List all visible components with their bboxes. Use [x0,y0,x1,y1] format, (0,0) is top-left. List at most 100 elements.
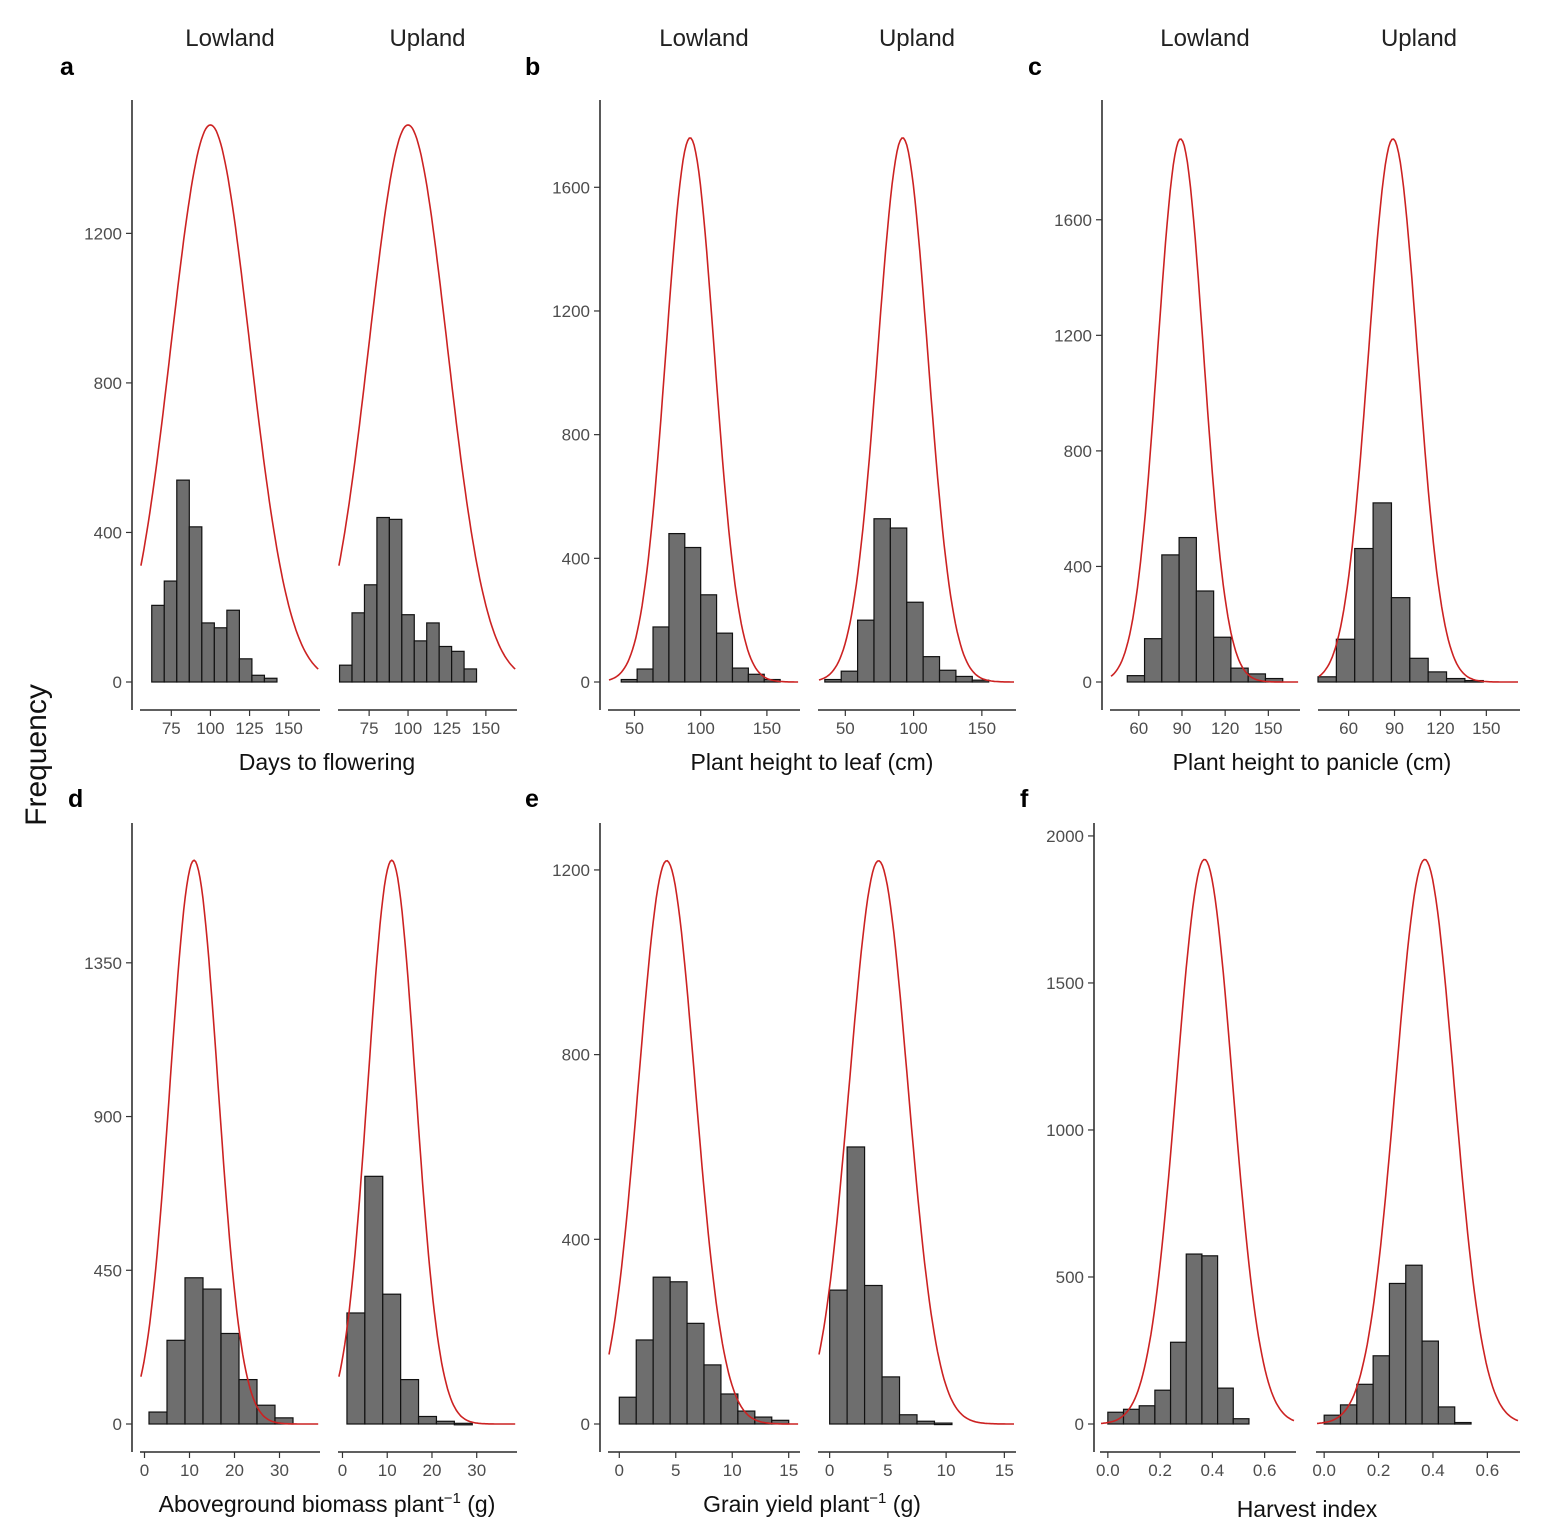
histogram-bar [1216,1387,1234,1425]
normal-fit-curve [608,859,799,1425]
facet-strip-label: Upland [389,25,465,52]
histogram-bar [213,627,228,683]
histogram-bar [731,667,749,683]
x-tick-label: 5 [883,1461,892,1480]
x-tick-label: 0 [338,1461,347,1480]
histogram-bar [363,584,378,683]
histogram-bar [184,1277,204,1425]
histogram-bar [1339,1404,1358,1425]
panel-letter: b [525,53,540,81]
histogram-bar [1437,1406,1456,1425]
histogram-bar [176,479,190,683]
x-tick-label: 20 [423,1461,442,1480]
y-tick-label: 0 [581,673,590,692]
histogram-bar [703,1364,722,1425]
histogram-bar [351,612,366,683]
histogram-bar [840,670,859,683]
panel-letter: a [60,53,75,81]
facet-lowland: Lowland 75 100 125 150 [140,25,320,738]
histogram-bar [652,626,670,683]
histogram-bar [151,604,165,683]
histogram-bar [1178,536,1197,683]
histogram-bar [376,516,390,683]
x-tick-label: 150 [1254,719,1282,738]
histogram-bar [668,532,686,683]
histogram-bar [201,622,215,683]
histogram-bar [747,673,765,683]
y-tick-label: 400 [94,523,122,542]
x-tick-label: 150 [472,719,500,738]
histogram-bar [938,669,957,683]
histogram-bar [1405,1264,1423,1425]
x-tick-label: 0.6 [1476,1461,1500,1480]
y-tick-label: 1200 [84,224,122,243]
y-tick-label: 1200 [552,302,590,321]
y-tick-label: 0 [113,673,122,692]
x-axis-title: Harvest index [1237,1496,1378,1522]
histogram-bar [1445,677,1466,683]
facet-lowland: 0.0 0.2 0.4 0.6 [1096,858,1296,1480]
histogram-bar [1126,675,1146,683]
histogram-bar [829,1289,848,1425]
histogram-bar [413,640,428,683]
x-axis-title: Grain yield plant−1 (g) [703,1490,921,1517]
histogram-bar [916,1420,936,1425]
histogram-bar [618,1396,637,1425]
x-tick-label: 0 [825,1461,834,1480]
normal-fit-curve [608,137,799,683]
normal-fit-curve [1316,858,1519,1425]
histogram-bar [1213,636,1232,683]
histogram-bar [463,668,478,683]
facet-strip-label: Lowland [185,25,274,52]
x-tick-label: 5 [671,1461,680,1480]
y-tick-label: 500 [1056,1268,1084,1287]
x-tick-label: 60 [1339,719,1358,738]
histogram-bar [451,650,465,683]
x-axis-title: Aboveground biomass plant−1 (g) [159,1490,496,1517]
histogram-bar [635,1339,654,1425]
x-tick-label: 90 [1385,719,1404,738]
x-tick-label: 15 [779,1461,798,1480]
facet-upland: 0 5 10 15 [818,859,1016,1480]
x-tick-label: 0.4 [1201,1461,1225,1480]
histogram-bar [620,678,638,683]
x-tick-label: 0 [615,1461,624,1480]
x-tick-label: 150 [968,719,996,738]
x-tick-label: 0.4 [1421,1461,1445,1480]
panel-b: b 0 400 800 1200 1600 Lowland 50 100 150 Upland 50 1… [525,25,1016,775]
x-tick-label: 0.6 [1253,1461,1277,1480]
histogram-bar [1372,502,1393,683]
histogram-bar [364,1175,384,1425]
y-tick-label: 800 [562,1046,590,1065]
facet-upland: 0.0 0.2 0.4 0.6 [1312,858,1520,1480]
x-tick-label: 100 [394,719,422,738]
histogram-bar [338,664,353,683]
x-tick-label: 100 [196,719,224,738]
x-tick-label: 150 [275,719,303,738]
y-tick-label: 1000 [1046,1121,1084,1140]
histogram-bar [1201,1255,1219,1425]
histogram-bar [256,1404,276,1425]
histogram-bar [1427,671,1448,683]
histogram-bar [346,1312,366,1425]
histogram-bar [856,619,875,683]
x-axis-title: Plant height to panicle (cm) [1173,749,1452,775]
facet-lowland: Lowland 60 90 120 150 [1110,25,1300,738]
x-tick-label: 10 [723,1461,742,1480]
panel-letter: f [1020,785,1029,813]
y-tick-label: 900 [94,1108,122,1127]
histogram-bar [226,609,240,683]
histogram-bar [846,1146,866,1425]
facet-lowland: 0 5 10 15 [608,859,800,1480]
histogram-bar [202,1288,222,1425]
x-tick-label: 0.0 [1096,1461,1120,1480]
histogram-bar [922,656,941,683]
histogram-bar [382,1293,402,1425]
x-tick-label: 0.2 [1367,1461,1391,1480]
histogram-bar [1354,547,1374,683]
histogram-bar [435,1420,455,1425]
histogram-bar [400,1378,420,1425]
x-tick-label: 20 [225,1461,244,1480]
